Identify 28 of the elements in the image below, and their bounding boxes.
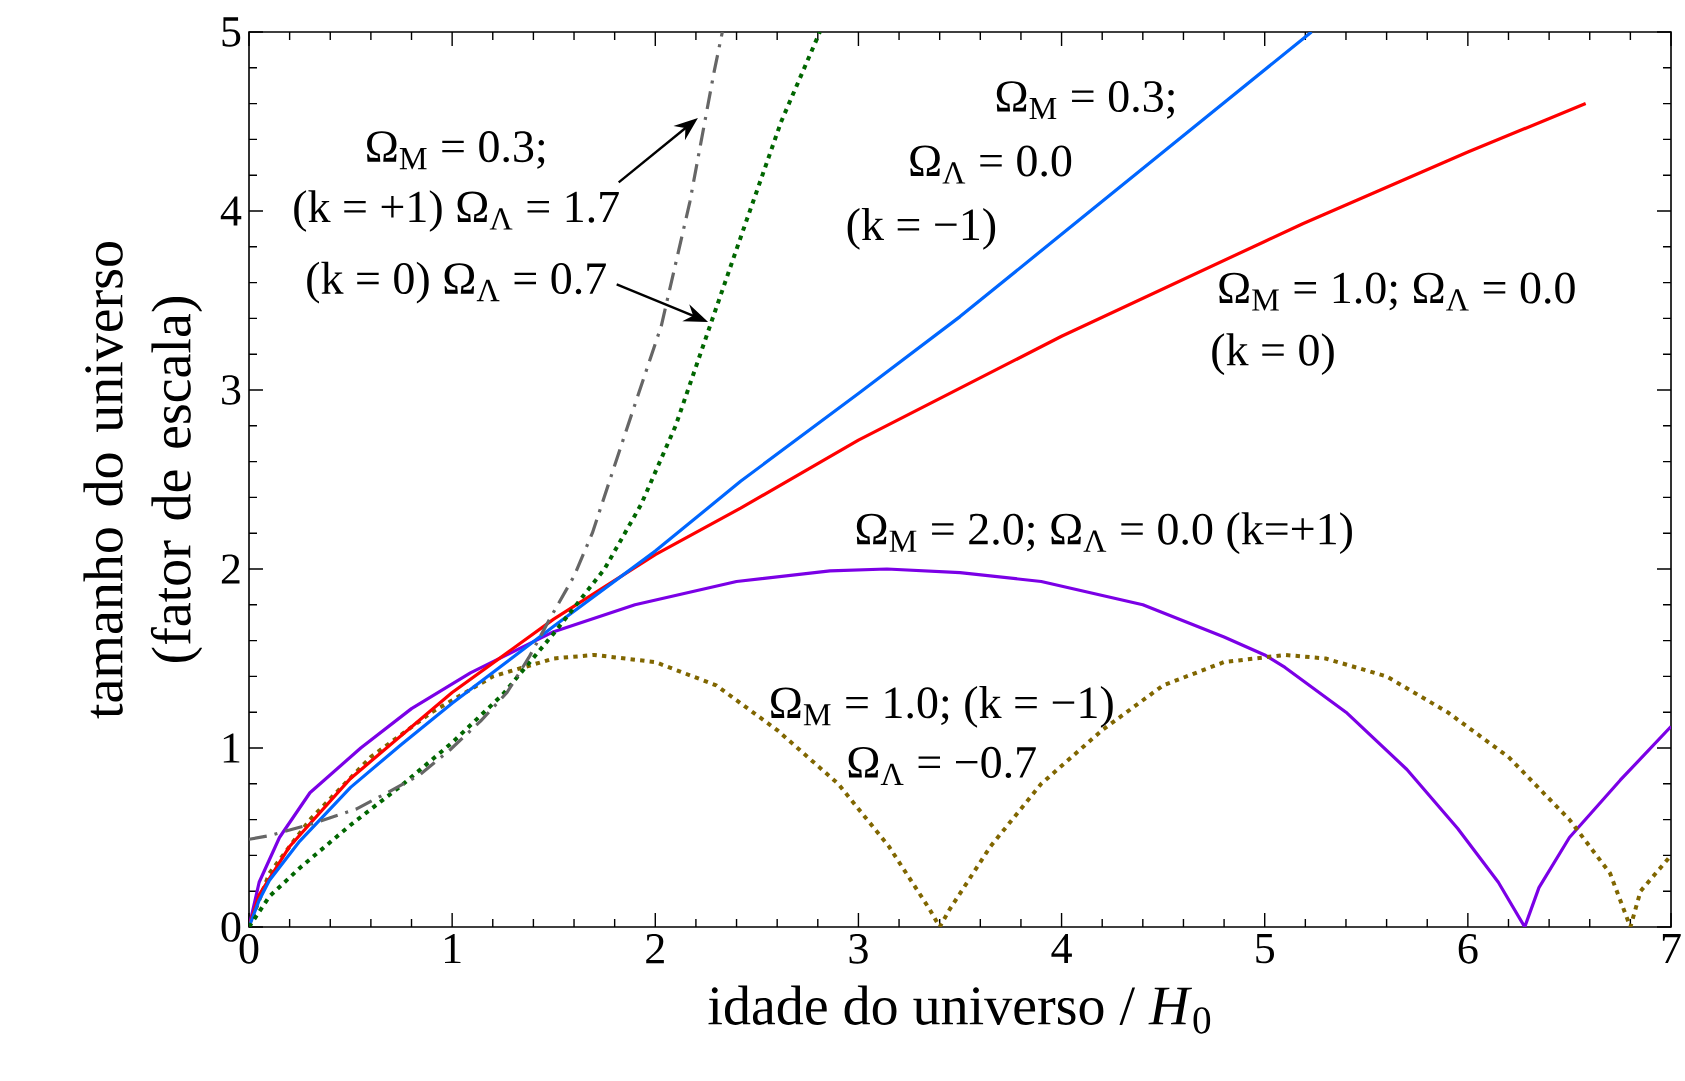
annotation: Ω$_{Λ}$ = 0.0 [910, 145, 1072, 184]
annotation: Ω$_{Λ}$ = −0.7 [848, 746, 1036, 785]
y-tick-label: 5 [222, 17, 241, 47]
annotation: Ω$_{M}$ = 1.0; Ω$_{Λ}$ = 0.0 [1219, 272, 1575, 311]
annotation: (k = 0) [1212, 333, 1334, 376]
annotation: Ω$_{M}$ = 0.3; [996, 80, 1174, 120]
y-tick-label: 4 [220, 196, 242, 226]
y-tick-label: 2 [221, 554, 240, 584]
line-series [249, 567, 1671, 927]
x-axis-title: idade do universo / H$_{0}$ [708, 985, 1211, 1034]
x-tick-label: 2 [646, 934, 664, 964]
x-tick-label: 7 [1662, 934, 1681, 963]
x-tick-label: 1 [445, 934, 461, 964]
x-tick-label: 6 [1458, 934, 1478, 964]
x-tick-label: 5 [1256, 934, 1275, 964]
y-tick-label: 1 [223, 733, 240, 763]
x-tick-label: 4 [1051, 934, 1072, 964]
y-axis-title: tamanho do universo (fator de escala) [83, 242, 203, 719]
x-tick-label: 3 [849, 934, 868, 964]
annotation: Ω$_{M}$ = 1.0; (k = −1) [771, 685, 1113, 728]
annotation: (k = +1) Ω$_{Λ}$ = 1.7 [294, 190, 619, 232]
annotation: Ω$_{M}$ = 0.3; [367, 131, 545, 170]
annotation: (k = 0) Ω$_{Λ}$ = 0.7 [307, 261, 606, 304]
y-tick-label: 3 [222, 375, 241, 405]
line-series [249, 32, 724, 841]
annotation: (k = −1) [847, 208, 996, 250]
y-tick-label: 0 [221, 912, 241, 942]
annotation: Ω$_{M}$ = 2.0; Ω$_{Λ}$ = 0.0 (k=+1) [856, 512, 1352, 555]
